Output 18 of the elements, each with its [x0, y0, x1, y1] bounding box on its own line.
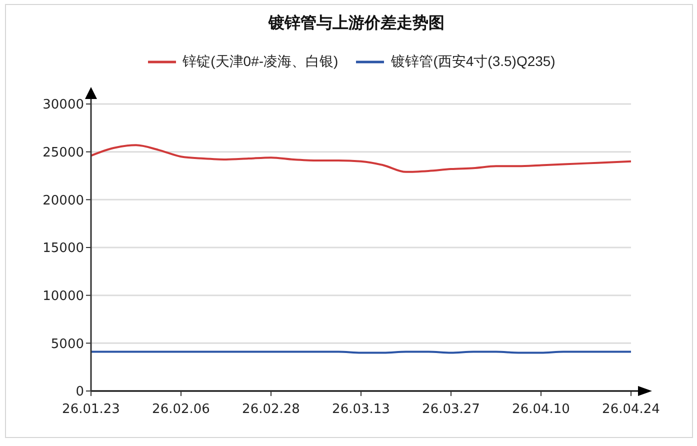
y-tick-label: 30000: [42, 98, 84, 113]
x-tick-label: 26.04.24: [602, 402, 660, 417]
x-tick-label: 26.01.23: [62, 402, 120, 417]
y-tick-label: 5000: [50, 336, 84, 352]
x-tick-label: 26.02.28: [242, 402, 300, 417]
chart-title: 镀锌管与上游价差走势图: [267, 13, 446, 34]
legend-label: 锌锭(天津0#-凌海、白银): [182, 53, 338, 71]
y-tick-label: 15000: [42, 241, 84, 256]
line-series: [90, 144, 632, 173]
legend-label: 镀锌管(西安4寸(3.5)Q235): [391, 53, 556, 71]
y-tick-label: 0: [76, 384, 84, 400]
y-tick-label: 10000: [42, 288, 84, 304]
x-tick-label: 26.02.06: [152, 402, 210, 417]
y-tick-label: 20000: [42, 193, 84, 208]
x-tick-label: 26.04.10: [512, 402, 570, 417]
x-tick-label: 26.03.27: [422, 402, 480, 417]
x-tick-label: 26.03.13: [332, 402, 390, 417]
y-tick-label: 25000: [42, 145, 84, 160]
